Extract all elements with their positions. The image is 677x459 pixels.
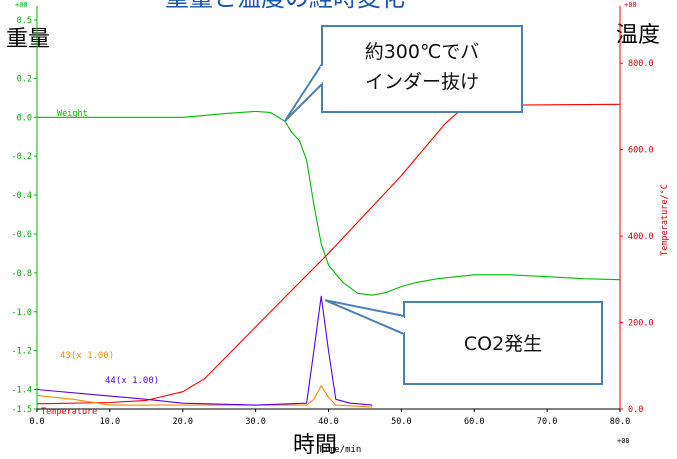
callout-pointer-co2 (324, 299, 405, 335)
chart-title: 重量と温度の経時変化 (165, 0, 405, 12)
callout-co2-text: CO2発生 (464, 333, 542, 355)
series-label-43-x-1-00: 43(x 1.00) (60, 351, 114, 361)
left-axis-title: 重量 (6, 27, 50, 52)
x-scale-label: +00 (617, 437, 630, 445)
right-axis-label: Temperature/°C (660, 184, 670, 256)
x-tick-label: 60.0 (464, 417, 484, 427)
series-labels-group: Weight Temperature 43(x 1.00) 44(x 1.00) (41, 109, 159, 417)
series-label-weight: Weight (57, 109, 88, 119)
callout-pointer-binder (283, 63, 323, 122)
ticks-group: 0.5 0.2 0.0 -0.2 -0.4 -0.6 -0.8 -1.0 -1.2 -1.4 -1.… (12, 16, 654, 427)
left-tick-label: -1.0 (12, 308, 32, 318)
right-tick-label: 400.0 (628, 232, 654, 242)
x-tick-label: 0.0 (29, 417, 44, 427)
x-axis-title: 時間 (293, 433, 337, 458)
right-axis-title: 温度 (616, 23, 660, 48)
callout-box-binder (321, 25, 523, 113)
x-tick-label: 20.0 (173, 417, 193, 427)
x-tick-label: 80.0 (610, 417, 630, 427)
x-axis-unit-label: Time/min (318, 445, 361, 455)
left-tick-label: -1.5 (12, 405, 32, 415)
left-scale-label: +00 (15, 1, 28, 9)
x-tick-label: 40.0 (318, 417, 338, 427)
right-scale-label: +00 (624, 1, 637, 9)
x-tick-label: 70.0 (537, 417, 557, 427)
x-tick-label: 10.0 (100, 417, 120, 427)
left-tick-label: -0.8 (12, 269, 32, 279)
right-tick-label: 600.0 (628, 146, 654, 156)
left-tick-label: -1.2 (12, 347, 32, 357)
right-tick-label: 0.0 (628, 405, 643, 415)
series-label-44-x-1-00: 44(x 1.00) (105, 376, 159, 386)
series-line-43-x-1-00 (36, 385, 373, 408)
x-tick-label: 50.0 (391, 417, 411, 427)
series-label-temperature: Temperature (41, 407, 97, 417)
left-tick-label: 0.0 (17, 113, 32, 123)
left-tick-label: -1.4 (12, 386, 32, 396)
callout-binder-line1: 約300℃でバ (365, 41, 480, 63)
x-tick-label: 30.0 (245, 417, 265, 427)
series-line-weight (37, 110, 621, 296)
left-tick-label: 0.2 (17, 74, 32, 84)
left-tick-label: 0.5 (17, 16, 32, 26)
left-tick-label: -0.6 (12, 230, 32, 240)
right-tick-label: 200.0 (628, 319, 654, 329)
left-tick-label: -0.2 (12, 152, 32, 162)
callout-binder-line2: インダー抜け (365, 71, 479, 93)
left-tick-label: -0.4 (12, 191, 32, 201)
series-line-44-x-1-00 (36, 295, 373, 406)
callout-box-co2 (403, 301, 603, 385)
right-tick-label: 800.0 (628, 59, 654, 69)
